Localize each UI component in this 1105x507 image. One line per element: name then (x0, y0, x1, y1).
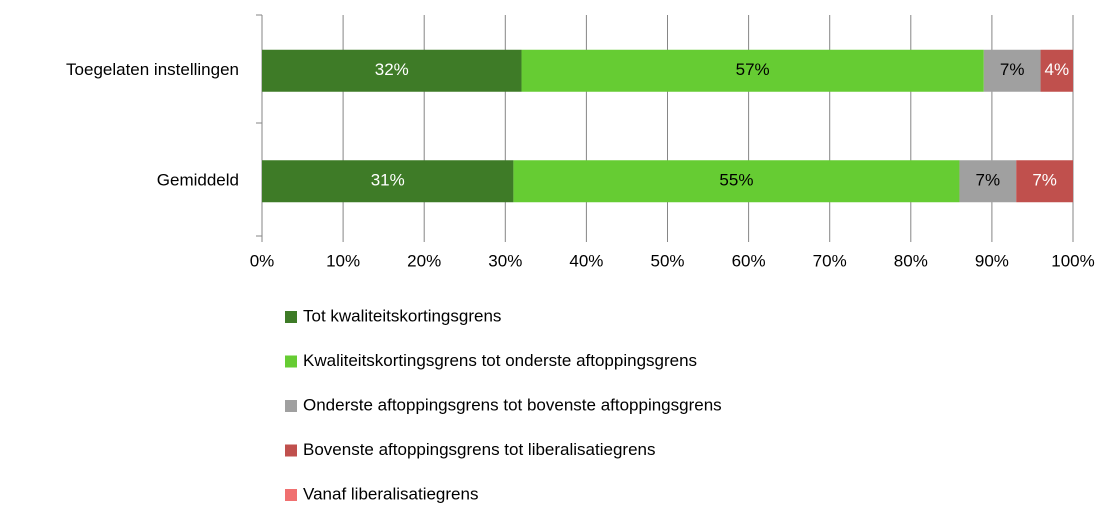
x-tick-label: 20% (407, 251, 441, 270)
x-tick-label: 10% (326, 251, 360, 270)
legend-label: Tot kwaliteitskortingsgrens (303, 306, 501, 325)
data-label: 7% (976, 171, 1001, 190)
bar-segment (521, 49, 984, 92)
legend-label: Onderste aftoppingsgrens tot bovenste af… (303, 395, 722, 414)
x-tick-label: 30% (488, 251, 522, 270)
y-tick-label: Toegelaten instellingen (66, 60, 239, 79)
data-label: 55% (719, 171, 753, 190)
legend-label: Kwaliteitskortingsgrens tot onderste aft… (303, 351, 697, 370)
data-label: 7% (1032, 171, 1057, 190)
data-label: 57% (736, 60, 770, 79)
legend-label: Bovenste aftoppingsgrens tot liberalisat… (303, 440, 656, 459)
bar-segment (1016, 160, 1073, 203)
bar-segment (262, 160, 514, 203)
x-tick-label: 0% (250, 251, 275, 270)
x-tick-label: 90% (975, 251, 1009, 270)
data-label: 32% (375, 60, 409, 79)
bar-segment (513, 160, 960, 203)
legend-swatch (285, 444, 297, 457)
bar-segment (959, 160, 1017, 203)
bar-segment (262, 49, 522, 92)
legend-swatch (285, 489, 297, 501)
x-tick-label: 80% (894, 251, 928, 270)
x-tick-label: 70% (813, 251, 847, 270)
x-tick-label: 60% (732, 251, 766, 270)
x-tick-label: 40% (569, 251, 603, 270)
data-label: 4% (1044, 60, 1069, 79)
legend-label: Vanaf liberalisatiegrens (303, 484, 478, 503)
data-label: 31% (371, 171, 405, 190)
bar-segment (983, 49, 1041, 92)
legend-swatch (285, 400, 297, 412)
bar-segment (1040, 49, 1073, 92)
data-label: 7% (1000, 60, 1025, 79)
legend-swatch (285, 311, 297, 323)
x-tick-label: 50% (650, 251, 684, 270)
y-tick-label: Gemiddeld (157, 171, 239, 190)
legend-swatch (285, 355, 297, 368)
x-tick-label: 100% (1051, 251, 1094, 270)
